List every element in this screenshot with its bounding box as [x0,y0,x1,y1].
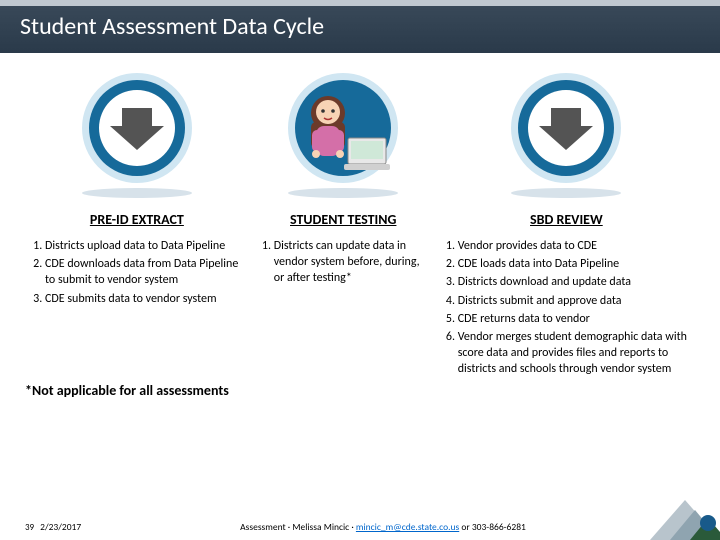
footer-date: 2/23/2017 [40,521,81,533]
list-item: Districts upload data to Data Pipeline [45,238,249,254]
list-item: CDE downloads data from Data Pipeline to… [45,256,249,288]
corner-logo [650,490,720,540]
list-right: Vendor provides data to CDE CDE loads da… [438,238,695,378]
email-link[interactable]: mincic_m@cde.state.co.us [356,521,459,533]
column-mid: STUDENT TESTING Districts can update dat… [254,63,433,380]
list-item: Districts submit and approve data [458,293,695,309]
list-item: CDE submits data to vendor system [45,291,249,307]
footer-attribution: Assessment · Melissa Mincic · mincic_m@c… [91,521,675,533]
footer: 39 2/23/2017 Assessment · Melissa Mincic… [0,520,720,534]
icon-right [438,63,695,203]
list-item: Districts can update data in vendor syst… [274,238,433,287]
content-area: PRE-ID EXTRACT Districts upload data to … [0,53,720,380]
slide-title: Student Assessment Data Cycle [0,0,720,53]
icon-left [25,63,249,203]
column-left: PRE-ID EXTRACT Districts upload data to … [25,63,249,380]
list-item: Vendor merges student demographic data w… [458,329,695,378]
heading-right: SBD REVIEW [438,211,695,228]
page-number-small: 39 [25,522,34,533]
attr-suffix: or 303-866-6281 [459,521,526,533]
column-right: SBD REVIEW Vendor provides data to CDE C… [438,63,695,380]
list-item: CDE returns data to vendor [458,311,695,327]
heading-left: PRE-ID EXTRACT [25,211,249,228]
list-left: Districts upload data to Data Pipeline C… [25,238,249,307]
list-item: CDE loads data into Data Pipeline [458,256,695,272]
list-mid: Districts can update data in vendor syst… [254,238,433,287]
icon-mid [254,63,433,203]
list-item: Districts download and update data [458,274,695,290]
footnote: *Not applicable for all assessments [0,382,720,399]
attr-prefix: Assessment · Melissa Mincic · [240,521,356,533]
heading-mid: STUDENT TESTING [254,211,433,228]
list-item: Vendor provides data to CDE [458,238,695,254]
